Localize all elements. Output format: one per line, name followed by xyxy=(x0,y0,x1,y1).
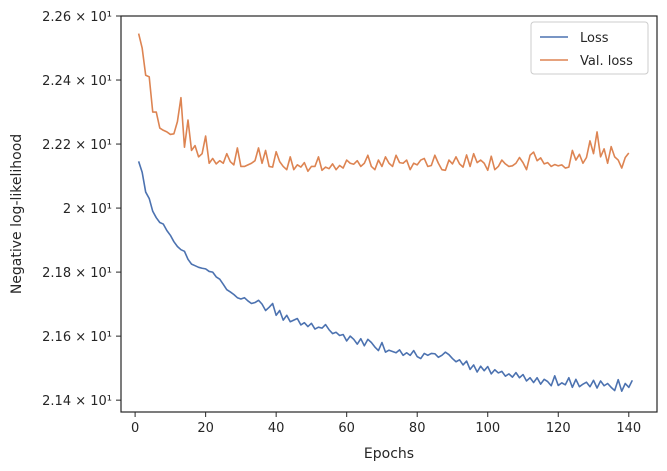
x-axis: 0 20 40 60 80 100 120 140 xyxy=(131,412,641,436)
x-tick-label: 20 xyxy=(197,421,214,436)
x-tick-label: 140 xyxy=(616,421,641,436)
y-tick-label: 2.18 × 10¹ xyxy=(42,266,112,281)
plot-area xyxy=(137,33,634,392)
plot-frame xyxy=(120,15,658,413)
y-tick-label: 2.24 × 10¹ xyxy=(42,74,112,89)
x-tick-label: 40 xyxy=(268,421,285,436)
y-tick-label: 2.26 × 10¹ xyxy=(42,10,112,25)
legend: Loss Val. loss xyxy=(530,21,649,75)
y-tick-label: 2.22 × 10¹ xyxy=(42,138,112,153)
x-tick-label: 0 xyxy=(131,421,139,436)
y-axis-label: Negative log-likelihood xyxy=(9,134,25,294)
y-tick-label: 2.16 × 10¹ xyxy=(42,330,112,345)
legend-label-0: Loss xyxy=(580,31,609,46)
x-tick-label: 60 xyxy=(338,421,355,436)
x-tick-label: 100 xyxy=(475,421,500,436)
x-tick-label: 80 xyxy=(409,421,426,436)
legend-label-1: Val. loss xyxy=(580,54,633,69)
y-tick-label: 2 × 10¹ xyxy=(63,202,112,217)
x-tick-label: 120 xyxy=(546,421,571,436)
y-tick-label: 2.14 × 10¹ xyxy=(42,394,112,409)
series-line-1 xyxy=(137,33,630,173)
series-line-0 xyxy=(137,161,634,392)
legend-box xyxy=(530,21,649,75)
y-axis: 2.14 × 10¹ 2.16 × 10¹ 2.18 × 10¹ 2 × 10¹ 2.2… xyxy=(42,10,121,409)
x-axis-label: Epochs xyxy=(364,446,414,462)
